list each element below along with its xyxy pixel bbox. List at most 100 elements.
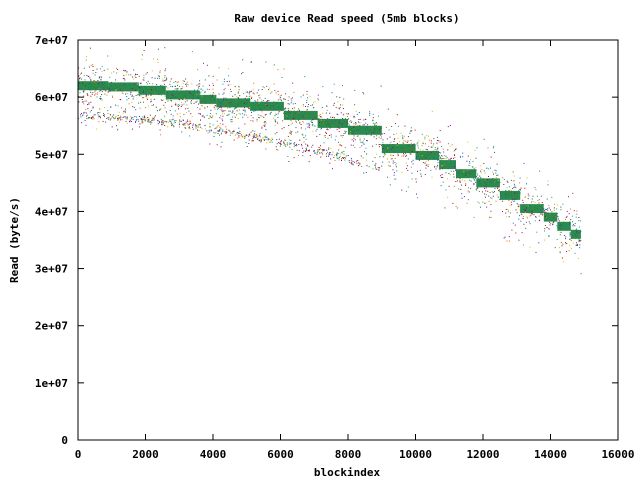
data-point (355, 160, 357, 162)
data-point (164, 125, 166, 126)
data-point (239, 135, 241, 137)
data-point (153, 119, 155, 121)
data-point (195, 127, 197, 129)
data-point (135, 121, 136, 123)
data-point (309, 96, 311, 98)
data-point (484, 172, 486, 174)
data-point (103, 69, 105, 71)
data-point (540, 195, 542, 197)
data-point (350, 122, 352, 123)
data-point (244, 111, 246, 113)
data-point (419, 149, 421, 151)
plot-frame (77, 39, 619, 441)
data-point (431, 176, 433, 178)
data-point (242, 113, 244, 115)
data-point (378, 167, 380, 169)
data-point (223, 81, 225, 82)
data-point (362, 142, 364, 144)
data-point (328, 154, 330, 156)
data-point (329, 154, 331, 155)
data-point (171, 105, 173, 107)
data-point (361, 166, 363, 167)
data-point (546, 198, 548, 200)
data-point (453, 176, 455, 178)
data-point (361, 141, 363, 143)
data-point (121, 117, 123, 119)
data-point (417, 142, 419, 144)
data-point (418, 147, 420, 149)
data-point (563, 229, 565, 231)
data-point (524, 208, 526, 210)
data-point (525, 196, 527, 197)
data-point (520, 187, 522, 189)
data-point (283, 108, 285, 110)
data-point (242, 136, 244, 138)
data-point (405, 154, 407, 156)
data-point (266, 136, 268, 138)
data-point (562, 203, 564, 205)
data-point (395, 123, 396, 125)
data-point (434, 149, 436, 150)
data-point (109, 118, 111, 120)
data-point (198, 103, 199, 105)
data-point (102, 120, 104, 122)
data-point (395, 178, 397, 180)
data-point (137, 93, 139, 95)
data-point (512, 222, 514, 224)
data-point (105, 121, 107, 123)
data-point (240, 134, 242, 136)
data-point (244, 134, 246, 136)
data-point (177, 104, 179, 106)
data-point (323, 149, 325, 151)
data-point (170, 86, 172, 87)
data-point (293, 143, 295, 145)
data-point (382, 161, 384, 163)
data-point (334, 160, 336, 161)
data-point (393, 133, 395, 135)
data-point (239, 132, 241, 134)
data-point (79, 82, 81, 84)
data-point (528, 221, 530, 223)
data-point (138, 102, 140, 104)
data-point (183, 80, 185, 82)
data-point (169, 83, 171, 85)
data-point (166, 78, 168, 80)
data-point (257, 135, 259, 137)
data-point (449, 145, 451, 147)
data-point (322, 150, 324, 152)
data-point (199, 108, 201, 110)
data-point (260, 141, 262, 143)
data-point (238, 112, 240, 114)
data-point (253, 136, 254, 138)
data-point (194, 89, 195, 91)
data-point (553, 207, 555, 209)
data-point (422, 149, 424, 151)
data-point (294, 142, 296, 144)
data-point (391, 148, 393, 150)
data-point (317, 94, 319, 96)
data-point (437, 147, 439, 149)
data-point (131, 117, 133, 119)
data-point (279, 111, 281, 112)
data-point (84, 120, 86, 121)
x-tick-label: 6000 (267, 448, 294, 461)
data-point (357, 163, 359, 164)
data-point (89, 117, 90, 118)
data-point (228, 80, 230, 82)
data-point (90, 79, 92, 81)
data-point (323, 142, 325, 144)
data-point (141, 54, 143, 56)
data-point (132, 76, 133, 78)
data-point (311, 124, 313, 126)
data-point (296, 143, 297, 145)
data-point (421, 155, 423, 156)
data-point (335, 119, 337, 121)
data-point (403, 153, 405, 155)
data-point (297, 131, 299, 133)
data-point (418, 160, 420, 161)
data-point (199, 113, 201, 115)
data-point (566, 210, 568, 212)
data-point (285, 144, 287, 146)
data-point (157, 120, 159, 122)
data-point (310, 120, 312, 122)
